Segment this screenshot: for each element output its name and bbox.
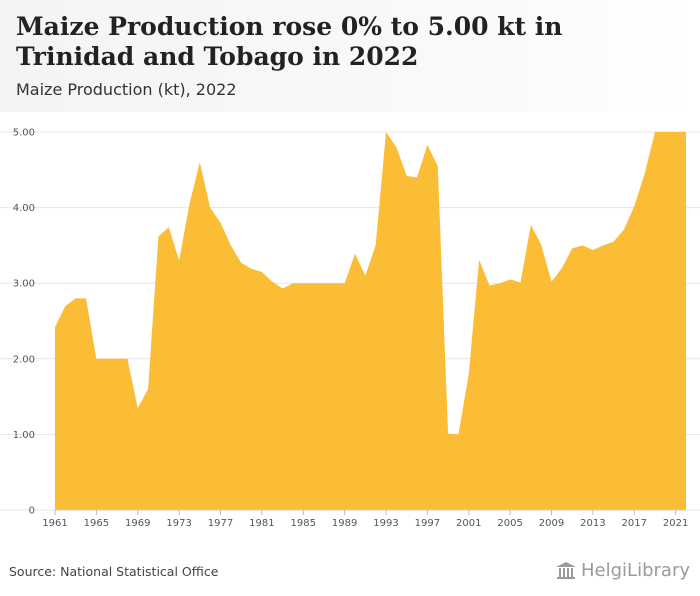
chart-subtitle: Maize Production (kt), 2022 xyxy=(16,80,237,99)
x-tick-label: 2005 xyxy=(497,518,522,529)
area-chart: 01.002.003.004.005.00 1961 1965 1969 1973 19… xyxy=(0,128,700,529)
x-tick-label: 1965 xyxy=(84,518,109,529)
x-tick-label: 1977 xyxy=(208,518,233,529)
y-tick-label: 2.00 xyxy=(13,354,35,365)
y-tick-label: 4.00 xyxy=(13,203,35,214)
x-tick-label: 1989 xyxy=(332,518,357,529)
x-tick-label: 2009 xyxy=(539,518,564,529)
source-note: Source: National Statistical Office xyxy=(9,564,219,579)
y-tick-label: 5.00 xyxy=(13,128,35,139)
helgilibrary-logo[interactable]: HelgiLibrary xyxy=(555,560,690,581)
x-tick-label: 1969 xyxy=(125,518,150,529)
x-tick-label: 1973 xyxy=(166,518,191,529)
chart-header: Maize Production rose 0% to 5.00 kt in T… xyxy=(0,0,700,112)
x-tick-label: 2001 xyxy=(456,518,481,529)
x-axis: 1961 1965 1969 1973 1977 1981 1985 1989 1993 1997… xyxy=(42,509,688,529)
x-tick-label: 1961 xyxy=(42,518,67,529)
x-tick-label: 1997 xyxy=(415,518,440,529)
y-axis: 0 1.00 2.00 3.00 4.00 5.00 xyxy=(13,128,35,517)
x-tick-label: 2017 xyxy=(622,518,647,529)
library-building-icon xyxy=(556,561,577,579)
y-tick-label: 0 xyxy=(29,506,35,517)
maize-production-area xyxy=(55,132,686,510)
area-series xyxy=(55,132,686,510)
y-tick-label: 1.00 xyxy=(13,430,35,441)
x-tick-label: 2021 xyxy=(663,518,688,529)
x-tick-label: 1985 xyxy=(291,518,316,529)
chart-title: Maize Production rose 0% to 5.00 kt in T… xyxy=(16,12,563,71)
x-tick-label: 1993 xyxy=(373,518,398,529)
x-tick-label: 1981 xyxy=(249,518,274,529)
y-tick-label: 3.00 xyxy=(13,279,35,290)
x-tick-label: 2013 xyxy=(580,518,605,529)
logo-text: HelgiLibrary xyxy=(581,560,690,581)
